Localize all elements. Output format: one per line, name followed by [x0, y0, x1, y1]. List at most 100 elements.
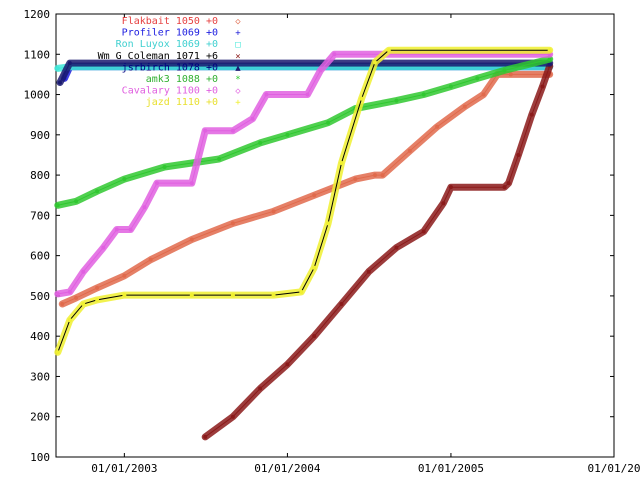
data-point: [271, 293, 276, 298]
data-point: [339, 301, 344, 306]
legend-label: Ron Luyox 1069 +0: [116, 39, 218, 50]
y-tick-label: 500: [30, 290, 50, 303]
series-core-line: [204, 65, 551, 438]
data-point: [55, 203, 60, 208]
data-point: [189, 237, 194, 242]
data-point: [128, 227, 133, 232]
data-point: [230, 293, 235, 298]
data-point: [122, 177, 127, 182]
data-point: [67, 289, 72, 294]
y-tick-label: 900: [30, 129, 50, 142]
data-point: [372, 60, 377, 65]
data-point: [285, 132, 290, 137]
data-point: [475, 76, 480, 81]
data-point: [421, 92, 426, 97]
data-point: [203, 128, 208, 133]
legend-label: jazd 1110 +0: [146, 97, 218, 108]
data-point: [58, 80, 63, 85]
data-point: [547, 57, 552, 62]
data-point: [407, 148, 412, 153]
legend-label: Cavalary 1100 +0: [122, 86, 218, 97]
series-flakbait: [58, 70, 554, 308]
data-point: [67, 318, 72, 323]
series-core-line: [57, 58, 550, 206]
data-point: [508, 72, 513, 77]
data-point: [441, 201, 446, 206]
data-point: [366, 269, 371, 274]
data-point: [312, 334, 317, 339]
data-point: [264, 92, 269, 97]
y-tick-label: 1100: [24, 48, 51, 61]
plot-frame: [55, 13, 615, 458]
legend-marker: +: [235, 98, 241, 108]
data-point: [122, 293, 127, 298]
data-point: [258, 140, 263, 145]
data-point: [95, 189, 100, 194]
data-point: [60, 301, 65, 306]
data-point: [55, 66, 60, 71]
data-point: [142, 205, 147, 210]
data-point: [114, 227, 119, 232]
legend-marker: *: [235, 75, 240, 85]
y-tick-label: 100: [30, 451, 50, 464]
data-point: [312, 265, 317, 270]
data-point: [332, 52, 337, 57]
legend-marker: ◇: [235, 87, 241, 97]
data-point: [502, 185, 507, 190]
y-tick-label: 400: [30, 330, 50, 343]
data-point: [162, 165, 167, 170]
y-tick-label: 800: [30, 169, 50, 182]
legend-marker: +: [235, 29, 241, 39]
series-wm-g-coleman: [201, 62, 554, 441]
legend-label: jsrbirch 1078 +0: [122, 62, 218, 73]
data-point: [148, 257, 153, 262]
data-point: [55, 291, 60, 296]
data-point: [394, 98, 399, 103]
data-point: [448, 84, 453, 89]
legend-label: Flakbait 1050 +0: [122, 16, 218, 27]
series-layer: [54, 46, 554, 441]
x-axis: 01/01/2003 01/01/2004 01/01/2005 01/01/20: [91, 14, 640, 475]
data-point: [55, 350, 60, 355]
data-point: [547, 48, 552, 53]
series-line: [201, 62, 554, 441]
data-point: [435, 124, 440, 129]
data-point: [462, 104, 467, 109]
data-point: [359, 96, 364, 101]
data-point: [529, 112, 534, 117]
data-point: [506, 181, 511, 186]
x-tick-label: 01/01/2005: [418, 462, 484, 475]
data-point: [299, 289, 304, 294]
data-point: [394, 245, 399, 250]
data-point: [81, 301, 86, 306]
data-point: [101, 245, 106, 250]
data-point: [74, 199, 79, 204]
data-point: [95, 297, 100, 302]
data-point: [230, 414, 235, 419]
data-point: [271, 209, 276, 214]
data-point: [95, 285, 100, 290]
series-core-line: [57, 49, 550, 353]
series-cavalary: [54, 50, 554, 298]
data-point: [189, 293, 194, 298]
data-point: [81, 269, 86, 274]
data-point: [448, 185, 453, 190]
data-point: [339, 161, 344, 166]
data-point: [250, 116, 255, 121]
data-point: [421, 229, 426, 234]
y-tick-label: 1200: [24, 8, 51, 21]
data-point: [326, 120, 331, 125]
data-point: [386, 48, 391, 53]
data-point: [305, 92, 310, 97]
series-jazd: [54, 46, 554, 356]
data-point: [353, 177, 358, 182]
data-point: [74, 295, 79, 300]
legend-marker: ◇: [235, 17, 241, 27]
data-point: [203, 434, 208, 439]
data-point: [217, 156, 222, 161]
data-point: [502, 68, 507, 73]
y-tick-label: 300: [30, 370, 50, 383]
legend-marker: □: [235, 40, 241, 50]
x-tick-label: 01/01/2004: [254, 462, 321, 475]
